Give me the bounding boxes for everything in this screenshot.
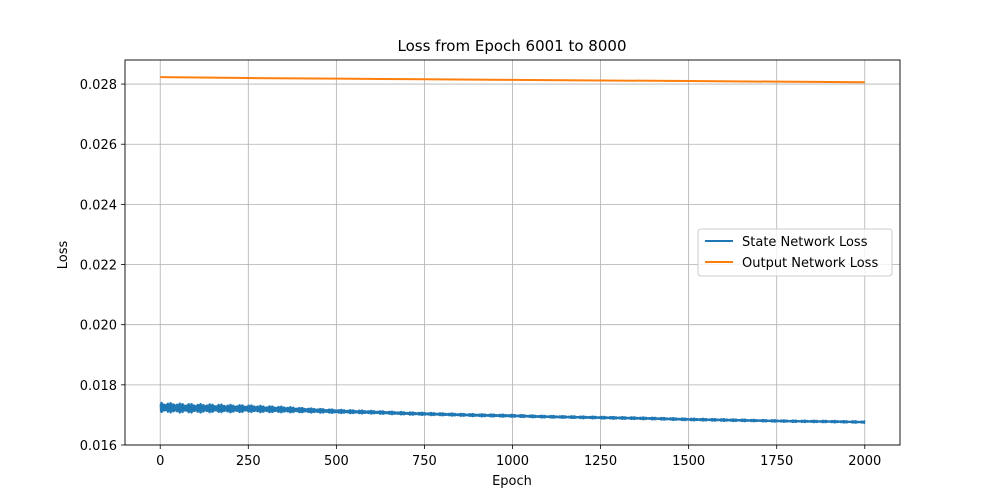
y-tick-label: 0.018 <box>80 379 117 394</box>
x-tick-label: 0 <box>156 454 164 469</box>
x-tick-label: 1000 <box>496 454 529 469</box>
series-line-output-network-loss <box>160 76 865 84</box>
x-tick-label: 250 <box>236 454 261 469</box>
x-tick-label: 1500 <box>672 454 705 469</box>
chart-title: Loss from Epoch 6001 to 8000 <box>398 37 627 55</box>
x-tick-label: 750 <box>412 454 437 469</box>
legend-label-output: Output Network Loss <box>742 256 878 271</box>
y-tick-label: 0.020 <box>80 319 117 334</box>
y-tick-label: 0.028 <box>80 78 117 93</box>
legend: State Network Loss Output Network Loss <box>697 228 893 277</box>
y-tick-label: 0.026 <box>80 138 117 153</box>
x-tick-label: 500 <box>324 454 349 469</box>
legend-box <box>697 228 893 277</box>
x-tick-label: 1750 <box>760 454 793 469</box>
series-line-state-network-loss <box>159 401 866 424</box>
x-axis-label: Epoch <box>492 474 532 489</box>
x-tick-label: 1250 <box>584 454 617 469</box>
plot-series <box>159 76 866 424</box>
y-axis-label: Loss <box>56 241 71 270</box>
y-tick-label: 0.016 <box>80 439 117 454</box>
axis-ticks: 0 250 500 750 1000 1250 1500 1750 2000 0.016 0.018… <box>80 78 882 469</box>
x-tick-label: 2000 <box>848 454 881 469</box>
y-tick-label: 0.022 <box>80 259 117 274</box>
y-tick-label: 0.024 <box>80 198 117 213</box>
legend-label-state: State Network Loss <box>742 235 868 250</box>
